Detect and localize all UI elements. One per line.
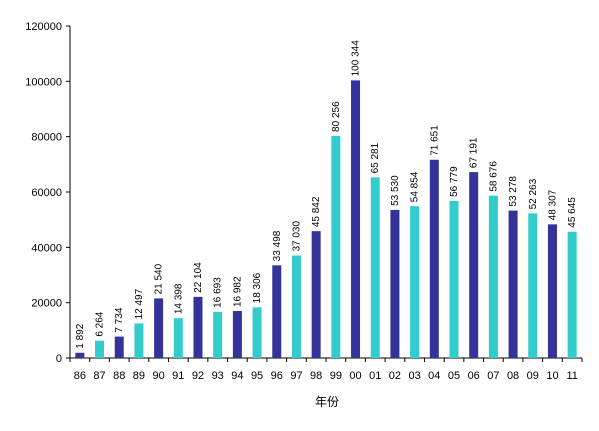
x-tick-label: 98 [310,370,322,382]
data-label: 58 676 [488,161,499,192]
data-label: 48 307 [547,189,558,220]
x-tick-label: 06 [468,370,480,382]
bar [114,336,124,358]
x-tick-label: 92 [192,370,204,382]
x-tick-label: 90 [152,370,164,382]
data-label: 37 030 [291,221,302,252]
data-label: 52 263 [528,178,539,209]
bar [232,311,242,358]
data-label: 100 344 [351,40,362,77]
data-label: 12 497 [134,288,145,319]
x-tick-label: 96 [271,370,283,382]
bar [488,195,498,358]
data-label: 56 779 [449,166,460,197]
bar [547,224,557,358]
bar [410,206,420,358]
bar [291,255,301,358]
x-tick-label: 07 [487,370,499,382]
x-tick-label: 10 [546,370,558,382]
x-tick-label: 99 [330,370,342,382]
x-tick-label: 11 [566,370,577,382]
x-tick-label: 88 [113,370,125,382]
data-label: 71 651 [429,125,440,156]
bar [193,296,203,358]
x-axis: 86 87 88 89 90 91 92 93 94 95 96 97 98 99 00 01 02 03 04 05… [69,357,583,382]
x-tick-label: 97 [290,370,302,382]
bar [331,135,341,358]
y-tick-label: 40000 [31,242,62,254]
data-label: 6 264 [95,311,106,336]
y-tick-label: 60000 [31,187,62,199]
bar [213,311,223,358]
data-label: 80 256 [331,101,342,132]
bar [311,231,321,358]
data-label: 22 104 [193,262,204,293]
data-label: 67 191 [469,137,480,168]
bar [528,213,538,358]
data-label: 16 693 [213,277,224,308]
x-tick-label: 08 [507,370,519,382]
y-tick-label: 120000 [25,21,62,33]
data-label: 16 982 [232,276,243,307]
x-tick-label: 91 [172,370,184,382]
bar [567,231,577,358]
x-tick-label: 89 [133,370,145,382]
data-label: 45 842 [311,196,322,227]
y-tick-label: 20000 [31,298,62,310]
bar [508,210,518,358]
y-tick-label: 100000 [25,76,62,88]
bar [173,318,183,358]
data-label: 7 734 [114,307,125,332]
bar [134,323,144,358]
bar [449,200,459,358]
data-label: 21 540 [154,263,165,294]
x-tick-label: 04 [428,370,440,382]
data-label: 45 645 [567,197,578,228]
y-tick-label: 80000 [31,132,62,144]
x-axis-title: 年份 [315,395,339,409]
x-tick-label: 87 [93,370,105,382]
data-label: 53 278 [508,176,519,207]
bar [95,340,105,358]
x-tick-label: 93 [212,370,224,382]
data-label: 14 398 [173,283,184,314]
data-label: 18 306 [252,272,263,303]
x-tick-label: 95 [251,370,263,382]
bar [75,352,85,358]
bar [370,177,380,358]
y-axis: 0 20000 40000 60000 80000 100000 120000 [25,21,71,365]
x-tick-label: 02 [389,370,401,382]
x-tick-label: 94 [231,370,243,382]
data-label: 54 854 [410,171,421,202]
data-label: 53 530 [390,175,401,206]
bar [390,209,400,358]
data-label: 65 281 [370,142,381,173]
bars [75,80,577,359]
bar [252,307,262,358]
bar [469,172,479,358]
bar [429,159,439,358]
data-labels: 1 892 6 264 7 734 12 497 21 540 14 398 22 104 1… [75,40,578,349]
bar [272,265,282,358]
x-tick-label: 09 [527,370,539,382]
y-tick-label: 0 [56,353,62,365]
data-label: 33 498 [272,230,283,261]
x-tick-label: 01 [369,370,381,382]
bar [351,80,361,359]
x-tick-label: 00 [349,370,361,382]
x-tick-label: 03 [408,370,420,382]
x-tick-label: 86 [74,370,86,382]
bar [154,298,164,358]
data-label: 1 892 [75,323,86,348]
x-tick-label: 05 [448,370,460,382]
